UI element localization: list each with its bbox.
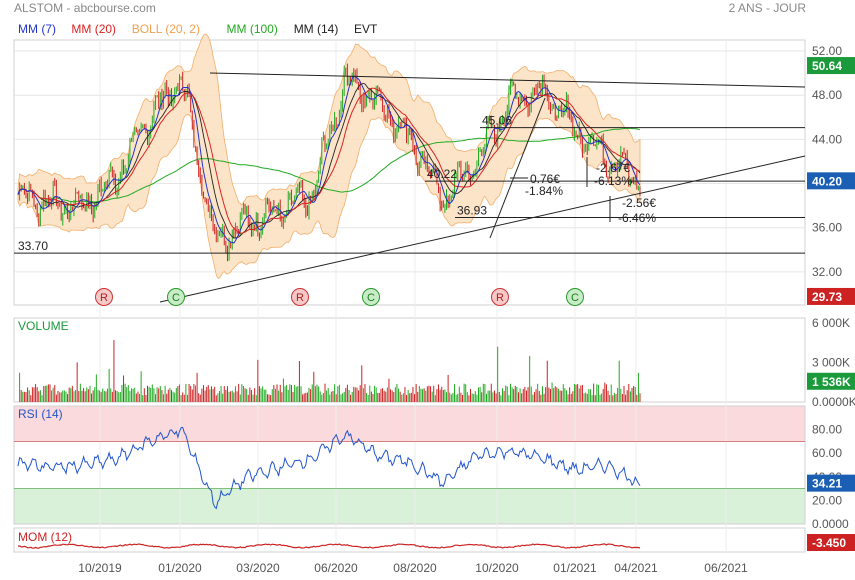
high-badge bbox=[807, 57, 855, 75]
support-trendline bbox=[159, 155, 806, 303]
chart-title: ALSTOM - abcbourse.com bbox=[14, 1, 156, 15]
event-label: R bbox=[496, 292, 504, 304]
event-label: R bbox=[296, 292, 304, 304]
ma7-line bbox=[17, 75, 641, 244]
measure-annotation: -2.56€ bbox=[622, 196, 656, 210]
event-label: C bbox=[571, 292, 579, 304]
momentum-badge-text: -3.450 bbox=[812, 536, 846, 550]
volume-y-tick: 6 000K bbox=[812, 316, 850, 330]
x-tick-label: 08/2020 bbox=[393, 561, 437, 575]
x-tick-label: 06/2021 bbox=[704, 561, 748, 575]
rsi-badge bbox=[807, 474, 855, 492]
legend-item[interactable]: EVT bbox=[354, 22, 378, 36]
rsi-panel bbox=[13, 405, 806, 525]
momentum-title: MOM (12) bbox=[18, 530, 72, 544]
x-tick-label: 06/2020 bbox=[314, 561, 358, 575]
measure-annotation: -6.46% bbox=[618, 211, 656, 225]
event-label: C bbox=[367, 292, 375, 304]
x-tick-label: 01/2020 bbox=[158, 561, 202, 575]
x-tick-label: 04/2021 bbox=[614, 561, 658, 575]
event-c-marker[interactable] bbox=[362, 288, 380, 306]
rsi-y-tick: 0.0000 bbox=[812, 517, 849, 531]
event-r-marker[interactable] bbox=[95, 288, 113, 306]
channel-trendline bbox=[489, 97, 546, 239]
ma20-line bbox=[17, 87, 641, 234]
event-r-marker[interactable] bbox=[291, 288, 309, 306]
event-label: C bbox=[172, 292, 180, 304]
legend-item[interactable]: MM (20) bbox=[71, 22, 116, 36]
rsi-line bbox=[17, 426, 641, 510]
x-tick-label: 03/2020 bbox=[236, 561, 280, 575]
level-label: 40.22 bbox=[427, 167, 457, 181]
y-tick-label: 32.00 bbox=[812, 265, 842, 279]
rsi-oversold-zone bbox=[14, 488, 805, 524]
measure-annotation: -6.13% bbox=[594, 174, 632, 188]
y-tick-label: 48.00 bbox=[812, 88, 842, 102]
period-label: 2 ANS - JOUR bbox=[729, 1, 807, 15]
rsi-y-tick: 80.00 bbox=[812, 423, 842, 437]
rsi-title: RSI (14) bbox=[18, 407, 63, 421]
bollinger-band bbox=[17, 33, 641, 279]
event-c-marker[interactable] bbox=[167, 288, 185, 306]
price-panel bbox=[13, 39, 806, 306]
measure-annotation: -2.67€ bbox=[596, 161, 630, 175]
momentum-badge bbox=[807, 534, 855, 551]
legend-item[interactable]: BOLL (20, 2) bbox=[132, 22, 200, 36]
level-label: 36.93 bbox=[457, 203, 487, 217]
rsi-y-tick: 20.00 bbox=[812, 493, 842, 507]
rsi-overbought-zone bbox=[14, 406, 805, 442]
momentum-line bbox=[18, 543, 641, 549]
rsi-badge-text: 34.21 bbox=[812, 477, 842, 491]
momentum-panel bbox=[13, 527, 806, 553]
legend-item[interactable]: MM (100) bbox=[227, 22, 278, 36]
event-label: R bbox=[100, 292, 108, 304]
volume-y-tick: 3 000K bbox=[812, 356, 850, 370]
volume-badge-text: 1 536K bbox=[812, 375, 851, 389]
low-badge-text: 29.73 bbox=[812, 290, 842, 304]
level-label: 33.70 bbox=[18, 239, 48, 253]
current-price-badge bbox=[807, 172, 855, 190]
y-tick-label: 36.00 bbox=[812, 221, 842, 235]
ma100-line bbox=[17, 127, 641, 203]
event-r-marker[interactable] bbox=[491, 288, 509, 306]
measure-annotation: 0.76€ bbox=[530, 172, 560, 186]
resistance-trendline bbox=[209, 72, 806, 88]
legend-item[interactable]: MM (7) bbox=[18, 22, 56, 36]
high-badge-text: 50.64 bbox=[812, 59, 842, 73]
measure-annotation: -1.84% bbox=[525, 184, 563, 198]
x-tick-label: 10/2019 bbox=[78, 561, 122, 575]
current-price-badge-text: 40.20 bbox=[812, 174, 842, 188]
rsi-y-tick: 60.00 bbox=[812, 446, 842, 460]
low-badge bbox=[807, 287, 855, 305]
volume-bars bbox=[19, 340, 641, 402]
y-tick-label: 52.00 bbox=[812, 44, 842, 58]
legend-item[interactable]: MM (14) bbox=[294, 22, 339, 36]
x-tick-label: 01/2021 bbox=[553, 561, 597, 575]
x-tick-label: 10/2020 bbox=[475, 561, 519, 575]
event-c-marker[interactable] bbox=[566, 288, 584, 306]
y-tick-label: 44.00 bbox=[812, 132, 842, 146]
volume-y-tick: 0.0000K bbox=[812, 395, 855, 409]
level-label: 45.06 bbox=[482, 114, 512, 128]
volume-title: VOLUME bbox=[18, 319, 69, 333]
volume-badge bbox=[807, 372, 855, 390]
